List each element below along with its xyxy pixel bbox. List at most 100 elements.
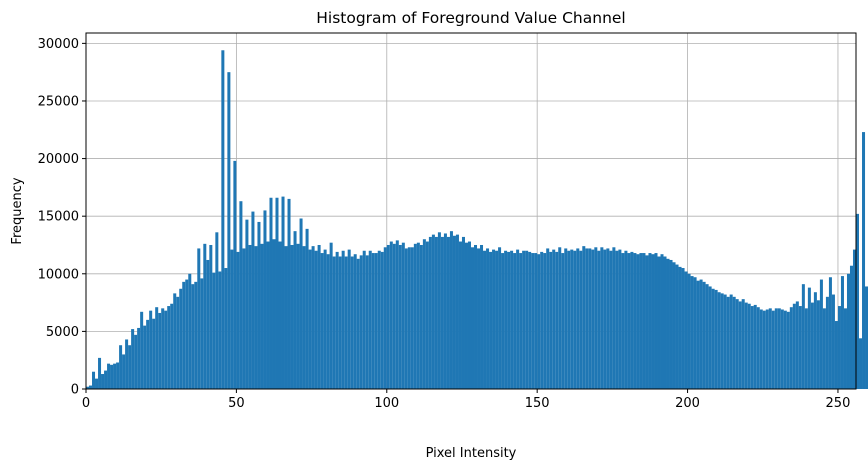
histogram-bar	[290, 244, 294, 389]
histogram-bar	[356, 258, 360, 389]
histogram-bar	[278, 241, 282, 389]
histogram-bar	[230, 249, 234, 389]
histogram-bar	[666, 258, 670, 389]
histogram-bar	[134, 334, 138, 389]
histogram-bar	[600, 247, 604, 389]
histogram-bar	[519, 253, 523, 389]
histogram-bar	[474, 244, 478, 389]
histogram-bar	[555, 251, 559, 389]
histogram-bar	[561, 253, 565, 389]
histogram-bar	[434, 236, 438, 389]
histogram-bar	[531, 253, 535, 389]
histogram-bar	[431, 234, 435, 389]
histogram-bar	[684, 271, 688, 389]
histogram-bar	[188, 273, 192, 389]
histogram-bar	[663, 256, 667, 389]
histogram-bar	[320, 253, 324, 389]
plot-frame	[85, 32, 857, 390]
histogram-bar	[564, 248, 568, 389]
y-tick-label: 15000	[38, 210, 79, 225]
histogram-bar	[696, 280, 700, 389]
x-tick-label: 100	[374, 396, 399, 411]
histogram-bar	[197, 248, 201, 389]
histogram-bar	[449, 231, 453, 389]
histogram-bar	[224, 268, 228, 389]
histogram-bar	[633, 253, 637, 389]
histogram-bar	[726, 296, 730, 389]
histogram-bar	[591, 249, 595, 389]
histogram-bar	[104, 370, 108, 389]
x-axis-ticks: 0 50 100 150 200 250	[82, 389, 850, 411]
histogram-bar	[732, 296, 736, 389]
histogram-bar	[693, 277, 697, 389]
histogram-bar	[657, 256, 661, 389]
histogram-bars	[86, 50, 868, 390]
histogram-bar	[152, 318, 156, 389]
histogram-bar	[344, 256, 348, 389]
histogram-bar	[708, 286, 712, 389]
histogram-bar	[335, 251, 339, 389]
histogram-bar	[729, 294, 733, 389]
histogram-bar	[774, 308, 778, 389]
histogram-bar	[260, 243, 264, 389]
histogram-bar	[594, 247, 598, 389]
histogram-bar	[642, 253, 646, 389]
histogram-bar	[179, 288, 183, 389]
histogram-bar	[828, 277, 832, 389]
histogram-bar	[865, 286, 868, 389]
histogram-bar	[119, 345, 123, 389]
histogram-bar	[116, 362, 120, 389]
histogram-bar	[317, 244, 321, 389]
histogram-bar	[606, 248, 610, 389]
histogram-bar	[284, 246, 288, 389]
histogram-bar	[212, 272, 216, 389]
histogram-bar	[227, 72, 231, 390]
histogram-bar	[699, 279, 703, 389]
histogram-bar	[173, 293, 177, 389]
histogram-bar	[513, 253, 517, 389]
histogram-bar	[437, 232, 441, 389]
histogram-bar	[365, 255, 369, 389]
histogram-bar	[302, 246, 306, 389]
histogram-bar	[636, 254, 640, 389]
histogram-bar	[621, 253, 625, 389]
histogram-bar	[233, 160, 237, 389]
histogram-bar	[89, 385, 93, 389]
histogram-bar	[582, 246, 586, 389]
histogram-bar	[128, 345, 132, 389]
y-tick-label: 0	[71, 383, 79, 398]
histogram-bar	[624, 250, 628, 389]
histogram-bar	[176, 296, 180, 389]
histogram-bar	[95, 378, 99, 389]
histogram-bar	[341, 250, 345, 389]
histogram-bar	[859, 338, 863, 389]
histogram-bar	[603, 249, 607, 389]
histogram-bar	[846, 273, 850, 389]
histogram-bar	[507, 251, 511, 389]
histogram-bar	[209, 244, 213, 389]
x-axis-label: Pixel Intensity	[426, 446, 517, 461]
histogram-bar	[266, 241, 270, 389]
histogram-bar	[720, 293, 724, 389]
histogram-bar	[597, 250, 601, 389]
histogram-bar	[862, 132, 866, 389]
histogram-bar	[206, 259, 210, 389]
histogram-bar	[552, 249, 556, 389]
histogram-bar	[353, 254, 357, 389]
histogram-bar	[158, 312, 162, 389]
histogram-bar	[852, 249, 856, 389]
histogram-bar	[221, 50, 225, 389]
histogram-bar	[146, 319, 150, 389]
histogram-bar	[675, 264, 679, 389]
histogram-bar	[425, 241, 429, 389]
histogram-bar	[777, 308, 781, 389]
histogram-bar	[98, 357, 102, 389]
histogram-bar	[738, 301, 742, 389]
histogram-bar	[645, 255, 649, 389]
histogram-bar	[819, 279, 823, 389]
histogram-bar	[558, 247, 562, 389]
histogram-bar	[101, 374, 105, 389]
histogram-bar	[125, 339, 129, 389]
histogram-bar	[299, 218, 303, 389]
histogram-bar	[245, 219, 249, 389]
